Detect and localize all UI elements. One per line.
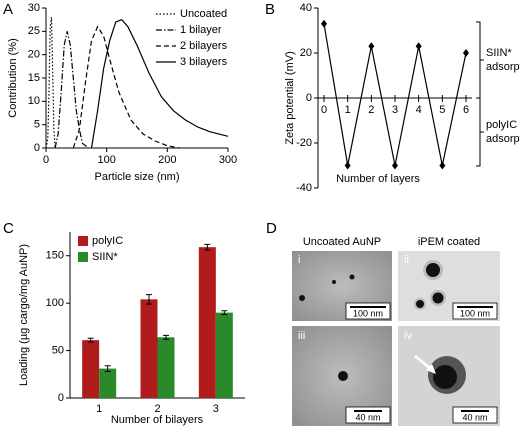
image-label: iv xyxy=(404,330,412,342)
marker xyxy=(463,49,469,57)
particle xyxy=(416,300,424,308)
y-tick-label: 0 xyxy=(58,392,64,404)
particle xyxy=(299,295,305,301)
x-tick-label: 5 xyxy=(439,104,445,116)
annotation: adsorption xyxy=(486,133,520,145)
x-tick-label: 200 xyxy=(158,154,176,166)
marker xyxy=(415,42,422,51)
scale-label: 100 nm xyxy=(460,308,490,318)
y-tick-label: -20 xyxy=(296,137,312,149)
y-tick-label: 20 xyxy=(300,47,312,59)
bar xyxy=(215,312,233,398)
bar xyxy=(198,247,216,398)
legend-label: SIIN* xyxy=(92,251,118,263)
particle xyxy=(432,292,444,304)
annotation: polyIC xyxy=(486,119,517,131)
arrow-head xyxy=(426,364,436,374)
error-bar xyxy=(221,310,228,316)
bar xyxy=(82,340,100,398)
particle xyxy=(338,371,348,381)
particle xyxy=(332,280,336,284)
y-tick-label: 30 xyxy=(28,2,40,14)
y-axis-label: Contribution (%) xyxy=(7,38,19,117)
image-label: ii xyxy=(404,254,409,266)
bar xyxy=(140,299,158,398)
legend-label: 1 bilayer xyxy=(180,24,222,36)
y-tick-label: 100 xyxy=(46,297,64,309)
error-bar xyxy=(146,294,152,305)
y-tick-label: 20 xyxy=(28,49,40,61)
x-tick-label: 1 xyxy=(96,403,102,415)
panel-letter: C xyxy=(3,220,14,237)
y-tick-label: 0 xyxy=(34,142,40,154)
series-line xyxy=(90,18,229,149)
x-axis-label: Number of layers xyxy=(336,173,420,185)
panel-letter: A xyxy=(3,1,13,18)
marker xyxy=(439,161,446,170)
x-axis-label: Number of bilayers xyxy=(111,414,204,426)
series-line xyxy=(54,31,89,149)
bracket xyxy=(476,97,484,167)
y-tick-label: 150 xyxy=(46,250,64,262)
particle xyxy=(433,365,457,389)
x-tick-label: 1 xyxy=(345,104,351,116)
x-tick-label: 0 xyxy=(321,104,327,116)
x-tick-label: 2 xyxy=(154,403,160,415)
column-header: Uncoated AuNP xyxy=(303,236,381,248)
x-tick-label: 6 xyxy=(463,104,469,116)
scale-label: 40 nm xyxy=(462,412,487,422)
bracket xyxy=(476,21,484,99)
y-tick-label: 0 xyxy=(306,92,312,104)
particle xyxy=(426,263,440,277)
error-bar xyxy=(163,334,169,340)
annotation: adsorption xyxy=(486,61,520,73)
error-bar xyxy=(87,337,94,343)
panel-letter: D xyxy=(266,220,277,237)
y-tick-label: 5 xyxy=(34,119,40,131)
bar xyxy=(99,368,117,398)
panel-letter: B xyxy=(265,1,275,18)
y-axis-label: Zeta potential (mV) xyxy=(284,51,296,145)
panel-d: D Uncoated AuNP iPEM coated i 100 nm ii … xyxy=(266,220,500,426)
y-tick-label: 50 xyxy=(52,344,64,356)
x-tick-label: 300 xyxy=(219,154,237,166)
x-tick-label: 100 xyxy=(97,154,115,166)
series-line xyxy=(45,17,56,149)
marker xyxy=(368,42,375,51)
series-line xyxy=(72,25,180,149)
legend-label: polyIC xyxy=(92,235,123,247)
marker xyxy=(344,161,351,170)
annotation: SIIN* xyxy=(486,47,512,59)
x-tick-label: 0 xyxy=(43,154,49,166)
legend-swatch xyxy=(78,236,88,246)
image-label: iii xyxy=(298,330,305,342)
particle xyxy=(349,274,355,280)
series-line xyxy=(323,23,467,166)
marker xyxy=(321,19,327,28)
error-bar xyxy=(104,365,111,372)
legend-swatch xyxy=(78,252,88,262)
y-axis-label: Loading (µg cargo/mg AuNP) xyxy=(18,244,30,386)
x-tick-label: 2 xyxy=(368,104,374,116)
x-tick-label: 4 xyxy=(416,104,422,116)
column-header: iPEM coated xyxy=(418,236,480,248)
error-bar xyxy=(204,243,211,251)
legend-label: 2 bilayers xyxy=(180,40,228,52)
y-tick-label: 10 xyxy=(28,95,40,107)
marker xyxy=(392,161,398,170)
x-axis-label: Particle size (nm) xyxy=(95,171,180,183)
y-tick-label: 15 xyxy=(28,72,40,84)
y-tick-label: -40 xyxy=(296,182,312,194)
y-tick-label: 40 xyxy=(300,2,312,14)
x-tick-label: 3 xyxy=(392,104,398,116)
legend-label: 3 bilayers xyxy=(180,56,228,68)
y-tick-label: 25 xyxy=(28,25,40,37)
legend-label: Uncoated xyxy=(180,8,227,20)
image-label: i xyxy=(298,254,300,266)
scale-label: 100 nm xyxy=(353,308,383,318)
x-tick-label: 3 xyxy=(213,403,219,415)
scale-label: 40 nm xyxy=(355,412,380,422)
bar xyxy=(157,337,175,398)
